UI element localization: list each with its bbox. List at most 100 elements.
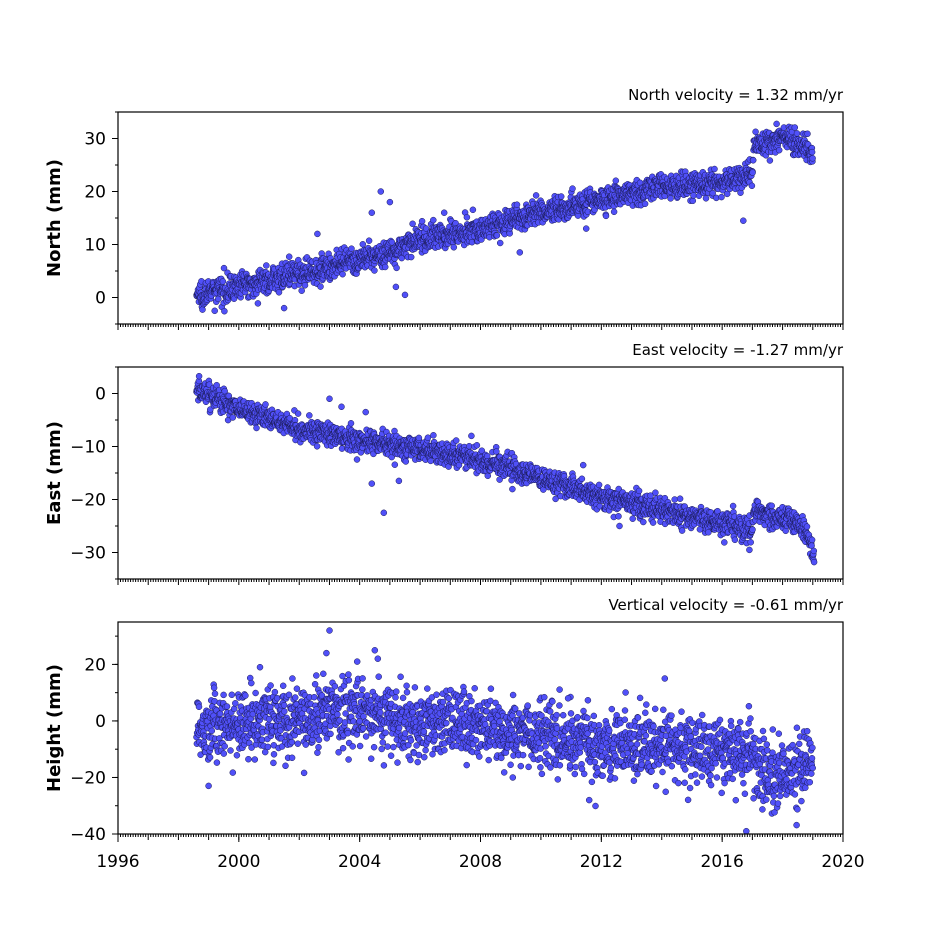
data-point (338, 403, 345, 411)
data-point (215, 295, 222, 303)
height-panel: 1996 2000 2004 2008 2012 2016 2020−40−20020Hei… (44, 596, 865, 872)
data-point (450, 244, 458, 251)
data-point (749, 526, 756, 533)
data-point (768, 502, 775, 510)
data-point (368, 480, 376, 487)
data-point (610, 208, 618, 216)
data-point (678, 527, 686, 534)
data-point (493, 232, 501, 239)
data-point (430, 432, 437, 439)
data-point (667, 195, 674, 202)
data-point (635, 487, 643, 495)
data-point (748, 182, 756, 190)
data-point (386, 198, 394, 206)
y-tick-label: 10 (84, 236, 106, 256)
data-point (430, 216, 437, 224)
data-point (424, 434, 432, 441)
y-tick-label: 0 (95, 385, 106, 405)
points (193, 627, 816, 835)
data-point (616, 522, 623, 530)
data-point (313, 443, 321, 450)
y-tick-label: −20 (70, 491, 106, 511)
data-point (473, 442, 481, 449)
y-tick-label: 30 (84, 130, 106, 150)
data-point (649, 519, 657, 526)
y-axis-label: North (mm) (44, 159, 65, 277)
data-point (793, 130, 801, 137)
data-point (206, 754, 214, 761)
data-point (275, 289, 283, 296)
data-point (509, 485, 516, 493)
data-point (595, 481, 603, 489)
data-point (353, 456, 361, 463)
data-point (362, 408, 369, 416)
data-point (253, 424, 260, 432)
data-point (427, 457, 434, 465)
data-point (729, 502, 737, 510)
data-point (220, 264, 228, 272)
data-point (469, 206, 477, 214)
y-tick-label: −10 (70, 438, 106, 458)
data-point (612, 177, 620, 184)
data-point (513, 201, 521, 208)
data-point (652, 489, 659, 496)
data-point (671, 496, 678, 503)
data-point (640, 518, 647, 526)
data-point (582, 225, 590, 232)
data-point (377, 188, 385, 195)
data-point (365, 237, 373, 244)
data-point (749, 169, 756, 176)
data-point (401, 291, 409, 299)
data-point (402, 458, 410, 465)
data-point (702, 195, 710, 202)
data-point (803, 523, 811, 530)
velocity-label: North velocity = 1.32 mm/yr (628, 86, 844, 104)
data-point (463, 214, 471, 221)
data-point (314, 230, 321, 238)
data-point (676, 495, 684, 502)
data-point (380, 509, 388, 517)
data-point (409, 220, 416, 228)
data-point (211, 307, 218, 315)
data-point (810, 558, 818, 566)
data-point (306, 412, 313, 419)
data-point (371, 267, 378, 274)
data-point (393, 264, 400, 272)
data-point (641, 200, 649, 208)
data-point (415, 434, 423, 442)
data-point (718, 193, 725, 201)
data-point (347, 420, 355, 427)
data-point (746, 546, 753, 554)
data-point (721, 539, 728, 546)
data-point (407, 253, 415, 261)
data-point (711, 165, 718, 173)
data-point (579, 461, 587, 469)
data-point (348, 245, 355, 252)
data-point (262, 401, 269, 408)
data-point (516, 249, 524, 256)
data-point (808, 536, 816, 544)
data-point (749, 157, 757, 164)
data-point (532, 192, 540, 199)
y-tick-label: 0 (95, 289, 106, 309)
data-point (496, 239, 504, 247)
y-tick-label: −30 (70, 544, 106, 564)
data-point (775, 146, 783, 154)
data-point (747, 539, 754, 546)
data-point (195, 703, 203, 711)
data-point (381, 263, 389, 271)
points (193, 372, 818, 566)
data-point (326, 395, 333, 403)
data-point (294, 410, 302, 417)
data-point (809, 155, 816, 162)
data-point (395, 477, 403, 485)
data-point (392, 283, 400, 291)
data-point (773, 120, 780, 128)
data-point (391, 461, 399, 468)
data-point (752, 128, 759, 136)
y-axis-label: East (mm) (44, 421, 65, 525)
data-point (339, 270, 346, 278)
data-point (263, 262, 270, 269)
